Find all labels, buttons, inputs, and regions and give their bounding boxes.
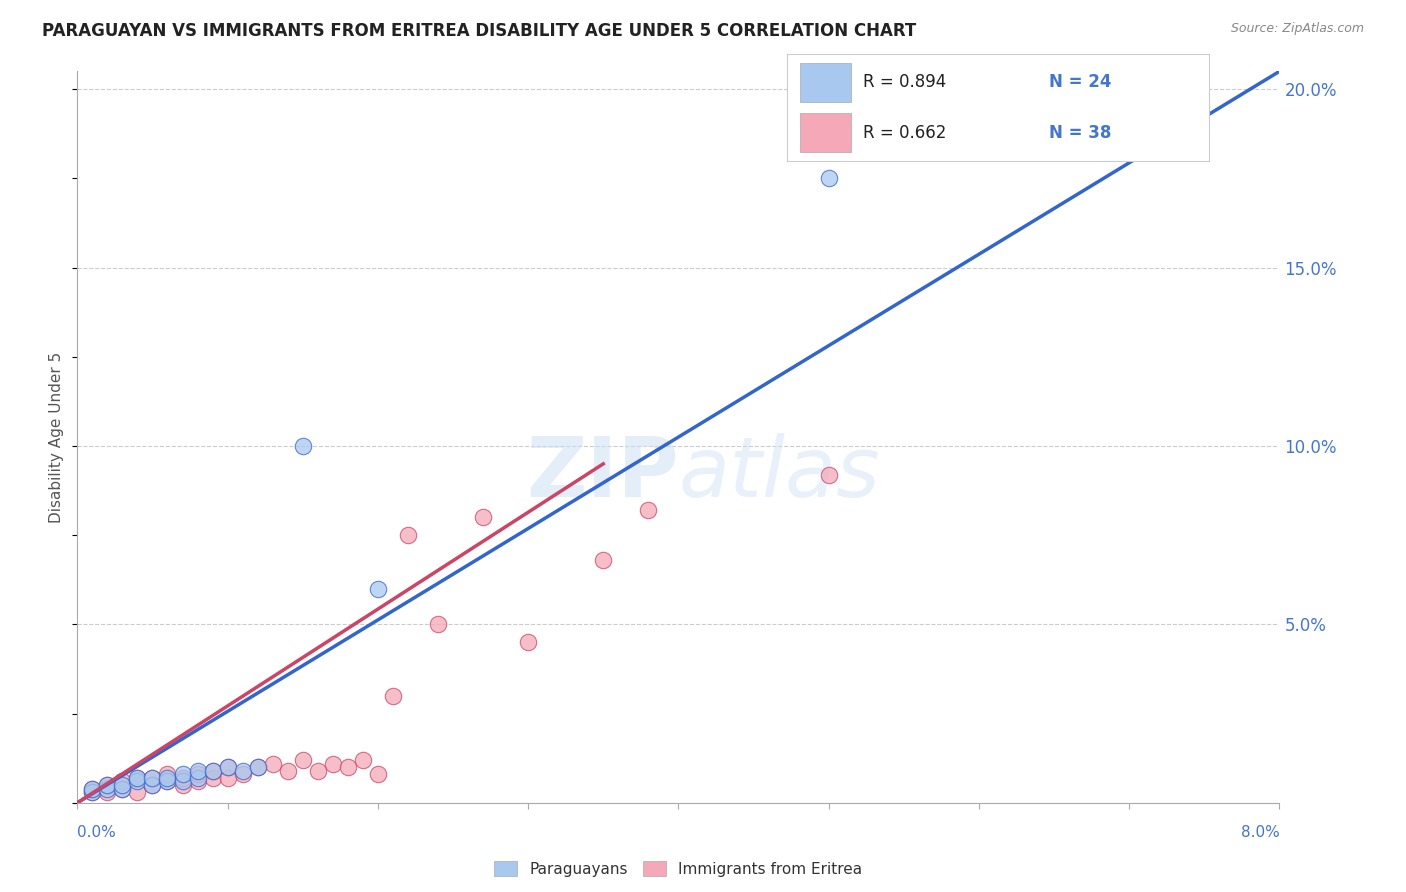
Point	[156, 774, 179, 789]
FancyBboxPatch shape	[800, 113, 851, 152]
Point	[427, 617, 450, 632]
Point	[381, 689, 404, 703]
Point	[246, 760, 269, 774]
Point	[82, 781, 104, 796]
Point	[96, 778, 118, 792]
Point	[232, 767, 254, 781]
Point	[322, 756, 344, 771]
Point	[967, 100, 990, 114]
Point	[217, 771, 239, 785]
Point	[156, 774, 179, 789]
Point	[367, 582, 389, 596]
Point	[201, 764, 224, 778]
Point	[96, 778, 118, 792]
Point	[111, 774, 134, 789]
Point	[291, 753, 314, 767]
Point	[111, 781, 134, 796]
Text: R = 0.894: R = 0.894	[863, 73, 946, 91]
Point	[111, 781, 134, 796]
Point	[307, 764, 329, 778]
Point	[127, 774, 149, 789]
Point	[156, 771, 179, 785]
Point	[127, 785, 149, 799]
Point	[172, 774, 194, 789]
Text: 0.0%: 0.0%	[77, 825, 117, 840]
Point	[187, 774, 209, 789]
Point	[817, 171, 839, 186]
Text: N = 24: N = 24	[1049, 73, 1111, 91]
Text: R = 0.662: R = 0.662	[863, 124, 946, 142]
Point	[82, 781, 104, 796]
Legend: Paraguayans, Immigrants from Eritrea: Paraguayans, Immigrants from Eritrea	[488, 855, 869, 883]
Point	[156, 767, 179, 781]
Text: 8.0%: 8.0%	[1240, 825, 1279, 840]
Point	[262, 756, 284, 771]
Point	[82, 785, 104, 799]
Point	[111, 778, 134, 792]
Point	[637, 503, 659, 517]
Point	[817, 467, 839, 482]
Text: N = 38: N = 38	[1049, 124, 1111, 142]
FancyBboxPatch shape	[800, 63, 851, 102]
Point	[96, 781, 118, 796]
Point	[187, 764, 209, 778]
Point	[232, 764, 254, 778]
Point	[472, 510, 495, 524]
Point	[592, 553, 614, 567]
Point	[187, 771, 209, 785]
Text: ZIP: ZIP	[526, 434, 679, 514]
Point	[352, 753, 374, 767]
Point	[141, 771, 163, 785]
Point	[246, 760, 269, 774]
Y-axis label: Disability Age Under 5: Disability Age Under 5	[49, 351, 65, 523]
Point	[517, 635, 540, 649]
Text: PARAGUAYAN VS IMMIGRANTS FROM ERITREA DISABILITY AGE UNDER 5 CORRELATION CHART: PARAGUAYAN VS IMMIGRANTS FROM ERITREA DI…	[42, 22, 917, 40]
Point	[172, 778, 194, 792]
Point	[336, 760, 359, 774]
Point	[172, 771, 194, 785]
Point	[172, 767, 194, 781]
Point	[141, 778, 163, 792]
Point	[201, 764, 224, 778]
Point	[82, 785, 104, 799]
Point	[291, 439, 314, 453]
Point	[367, 767, 389, 781]
Point	[127, 771, 149, 785]
Text: Source: ZipAtlas.com: Source: ZipAtlas.com	[1230, 22, 1364, 36]
Point	[187, 767, 209, 781]
Point	[141, 771, 163, 785]
Point	[127, 771, 149, 785]
Point	[396, 528, 419, 542]
Point	[141, 778, 163, 792]
Point	[96, 785, 118, 799]
Text: atlas: atlas	[679, 434, 880, 514]
Point	[201, 771, 224, 785]
Point	[277, 764, 299, 778]
Point	[217, 760, 239, 774]
Point	[217, 760, 239, 774]
